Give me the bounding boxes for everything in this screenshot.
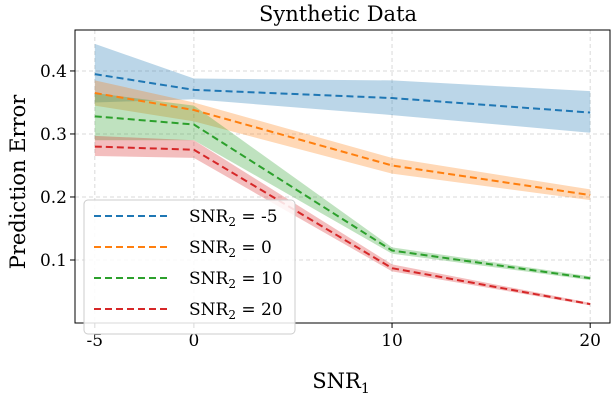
legend-label-sub: 2 [228, 215, 236, 229]
chart-title: Synthetic Data [259, 2, 417, 26]
legend-label-sub: 2 [228, 277, 236, 291]
legend-label-value: = 20 [236, 300, 283, 320]
legend-label: SNR2 = 0 [189, 238, 272, 260]
legend-label-main: SNR [189, 238, 230, 258]
legend-label-main: SNR [189, 207, 230, 227]
x-tick-label: 0 [188, 331, 199, 351]
legend-box [83, 199, 296, 335]
legend-label-value: = 0 [236, 238, 272, 258]
legend-label-main: SNR [189, 300, 230, 320]
legend-label: SNR2 = -5 [189, 207, 278, 229]
y-tick-label: 0.4 [40, 62, 67, 82]
confidence-band-series-4 [94, 135, 591, 306]
legend-label-sub: 2 [228, 308, 236, 322]
legend-label-value: = -5 [236, 207, 278, 227]
confidence-band-series-3 [94, 93, 591, 281]
legend-label-value: = 10 [236, 269, 283, 289]
y-tick-label: 0.3 [40, 125, 67, 145]
confidence-band-series-1 [94, 43, 591, 133]
series-line-3 [94, 115, 591, 280]
y-tick-label: 0.1 [40, 251, 67, 271]
legend-label: SNR2 = 20 [189, 300, 283, 322]
y-axis-ticks: 0.1 0.2 0.3 0.4 [40, 62, 75, 271]
confidence-bands [94, 43, 591, 306]
legend-label: SNR2 = 10 [189, 269, 283, 291]
y-tick-label: 0.2 [40, 188, 67, 208]
x-axis-title-sub: 1 [361, 381, 370, 393]
grid [75, 30, 610, 323]
x-tick-label: 20 [579, 331, 601, 351]
x-tick-label: -5 [87, 331, 104, 351]
series-line-2 [94, 92, 591, 197]
x-axis-title: SNR1 [312, 369, 370, 393]
y-axis-title: Prediction Error [6, 94, 30, 270]
confidence-band-series-2 [94, 80, 591, 201]
series-line-1 [94, 73, 591, 114]
x-tick-label: 10 [381, 331, 403, 351]
legend-label-sub: 2 [228, 246, 236, 260]
legend-label-main: SNR [189, 269, 230, 289]
plot-frame [74, 29, 611, 324]
x-axis-title-main: SNR [312, 369, 362, 393]
